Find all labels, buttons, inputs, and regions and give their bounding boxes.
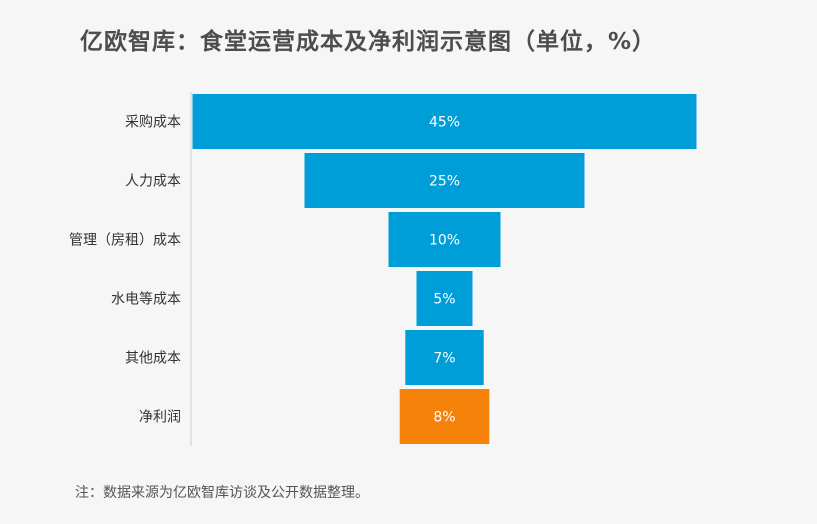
bar-5 — [405, 330, 484, 385]
category-label-4: 水电等成本 — [111, 291, 181, 308]
chart-title: 亿欧智库：食堂运营成本及净利润示意图（单位，%） — [80, 29, 657, 55]
bar-value-label-3: 10% — [429, 233, 460, 249]
bar-3 — [388, 212, 501, 267]
category-label-3: 管理（房租）成本 — [69, 233, 181, 249]
category-label-5: 其他成本 — [125, 351, 181, 367]
category-label-1: 采购成本 — [125, 115, 181, 131]
bar-1 — [192, 94, 697, 149]
bar-value-label-5: 7% — [433, 351, 455, 367]
bar-2 — [304, 153, 585, 208]
bar-value-label-2: 25% — [429, 174, 460, 190]
bar-value-label-6: 8% — [433, 410, 455, 426]
bar-6 — [399, 389, 490, 444]
bars-layer: 45% 采购成本 25% 人力成本 10% 管理（房租）成本 5% 水电等成本 7% 其他成本 8%… — [69, 94, 697, 444]
bar-4 — [416, 271, 473, 326]
bar-value-label-1: 45% — [429, 115, 460, 131]
category-label-2: 人力成本 — [125, 174, 181, 190]
source-note: 注：数据来源为亿欧智库访谈及公开数据整理。 — [75, 485, 369, 501]
bar-value-label-4: 5% — [433, 292, 455, 308]
category-label-6: 净利润 — [139, 410, 181, 426]
